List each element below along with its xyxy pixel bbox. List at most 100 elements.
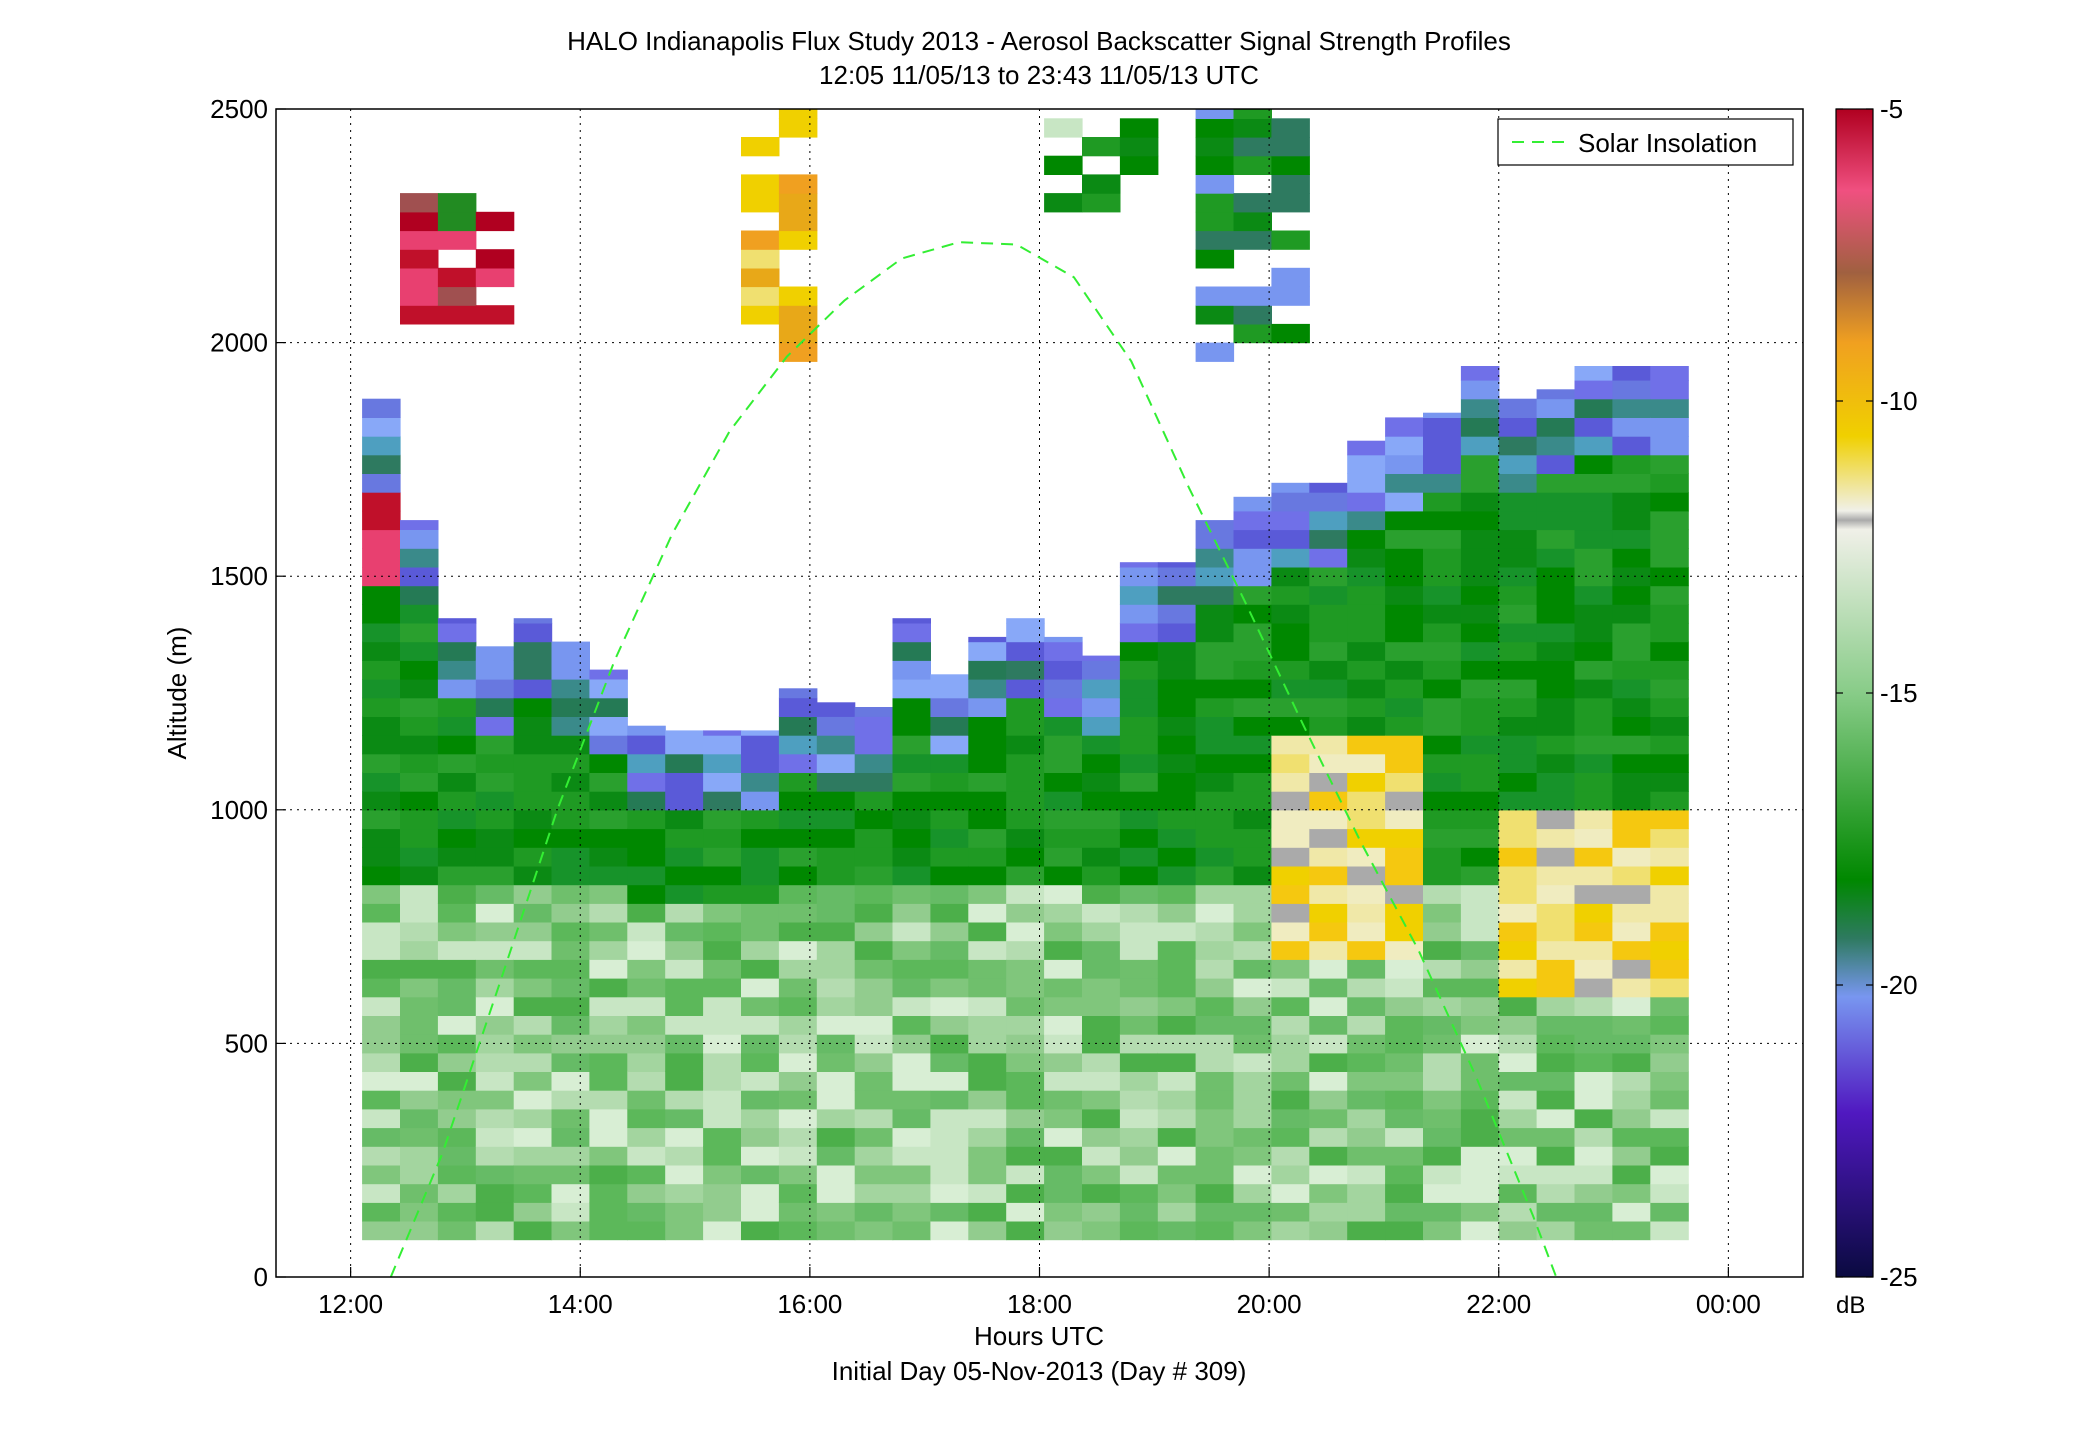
x-tick-label: 18:00 [1007, 1289, 1072, 1319]
heatmap-cell [1195, 921, 1235, 942]
heatmap-cell [551, 921, 590, 942]
heatmap-cell [1423, 753, 1462, 773]
heatmap-cell [589, 1108, 628, 1129]
heatmap-cell [362, 921, 401, 942]
heatmap-cell [1271, 622, 1310, 643]
heatmap-cell [741, 735, 780, 755]
heatmap-cell [437, 828, 477, 848]
heatmap-cell [1233, 1071, 1272, 1091]
heatmap-cell [400, 1220, 439, 1241]
heatmap-cell [854, 940, 894, 960]
heatmap-cell [1271, 1127, 1310, 1147]
heatmap-cell [1498, 1015, 1538, 1035]
heatmap-cell [1498, 996, 1538, 1016]
chart-subtitle: 12:05 11/05/13 to 23:43 11/05/13 UTC [819, 60, 1259, 90]
heatmap-cell [1423, 1015, 1462, 1035]
heatmap-cell [1498, 791, 1538, 811]
heatmap-cell [930, 1015, 969, 1035]
heatmap-cell [589, 809, 628, 830]
heatmap-cell [437, 903, 477, 923]
heatmap-cell [1233, 753, 1272, 773]
heatmap-cell [551, 679, 590, 699]
heatmap-cell [1612, 1164, 1651, 1185]
heatmap-cell [1498, 622, 1538, 643]
heatmap-cell [665, 1146, 704, 1166]
heatmap-cell [1044, 1034, 1083, 1054]
heatmap-cell [1574, 1127, 1613, 1147]
heatmap-cell [1044, 735, 1083, 755]
heatmap-cell [1233, 828, 1272, 848]
heatmap-cell [1271, 847, 1310, 867]
heatmap-cell [1082, 921, 1121, 942]
heatmap-cell [1612, 809, 1651, 830]
heatmap-cell [1536, 473, 1576, 493]
heatmap-cell [551, 996, 590, 1016]
heatmap-cell [1195, 520, 1235, 530]
heatmap-cell [892, 1146, 931, 1166]
heatmap-cell [1574, 809, 1613, 830]
heatmap-cell [1157, 903, 1197, 923]
heatmap-cell [1536, 978, 1576, 998]
heatmap-cell [1347, 772, 1386, 792]
heatmap-cell-aloft [1195, 305, 1235, 325]
heatmap-cell [1157, 884, 1197, 904]
heatmap-cell [816, 903, 856, 923]
heatmap-cell [627, 1146, 666, 1166]
heatmap-cell [665, 1127, 704, 1147]
heatmap-cell [1423, 1052, 1462, 1072]
heatmap-cell [1574, 492, 1613, 512]
heatmap-cell [1385, 679, 1424, 699]
heatmap-cell-aloft [1233, 211, 1272, 232]
heatmap-cell [1347, 847, 1386, 867]
heatmap-cell [1650, 510, 1689, 531]
heatmap-cell [1385, 1164, 1424, 1185]
heatmap-cell [551, 1108, 590, 1129]
heatmap-cell [1195, 697, 1235, 717]
heatmap-cell [1536, 865, 1576, 886]
heatmap-cell [589, 921, 628, 942]
heatmap-cell [1650, 865, 1689, 886]
heatmap-cell [930, 996, 969, 1016]
heatmap-cell [1119, 1164, 1159, 1185]
heatmap-cell [551, 959, 590, 979]
heatmap-cell [1612, 380, 1651, 400]
heatmap-cell [400, 735, 439, 755]
heatmap-cell [1119, 1108, 1159, 1129]
heatmap-cell [1119, 660, 1159, 680]
heatmap-cell [854, 1164, 894, 1185]
heatmap-cell [1460, 978, 1500, 998]
heatmap-cell [475, 1034, 515, 1054]
heatmap-cell [437, 1164, 477, 1185]
heatmap-cell [1309, 996, 1348, 1016]
heatmap-cell [437, 716, 477, 736]
heatmap-cell [1347, 1090, 1386, 1110]
heatmap-cell [892, 772, 931, 792]
heatmap-cell [1498, 903, 1538, 923]
heatmap-cell [627, 828, 666, 848]
heatmap-cell [1195, 1220, 1235, 1241]
heatmap-cell [437, 1015, 477, 1035]
heatmap-cell [400, 660, 439, 680]
heatmap-cell [1574, 660, 1613, 680]
heatmap-cell [362, 1202, 401, 1222]
heatmap-cell [741, 753, 780, 773]
heatmap-cell-aloft [1233, 230, 1272, 250]
heatmap-cell [930, 847, 969, 867]
heatmap-cell [1271, 1220, 1310, 1241]
heatmap-cell [665, 809, 704, 830]
heatmap-cell [1233, 1052, 1272, 1072]
heatmap-cell [1157, 566, 1197, 587]
heatmap-cell [1195, 753, 1235, 773]
heatmap-cell [551, 978, 590, 998]
heatmap-cell [1233, 716, 1272, 736]
heatmap-cell [1006, 1108, 1045, 1129]
heatmap-cell [1498, 529, 1538, 549]
heatmap-cell [1233, 604, 1272, 624]
heatmap-cell [892, 959, 931, 979]
heatmap-cell-aloft [1195, 211, 1235, 232]
heatmap-cell [1460, 380, 1500, 400]
heatmap-cell [1119, 697, 1159, 717]
heatmap-cell [513, 753, 553, 773]
heatmap-cell [1498, 940, 1538, 960]
heatmap-cell [778, 688, 818, 699]
